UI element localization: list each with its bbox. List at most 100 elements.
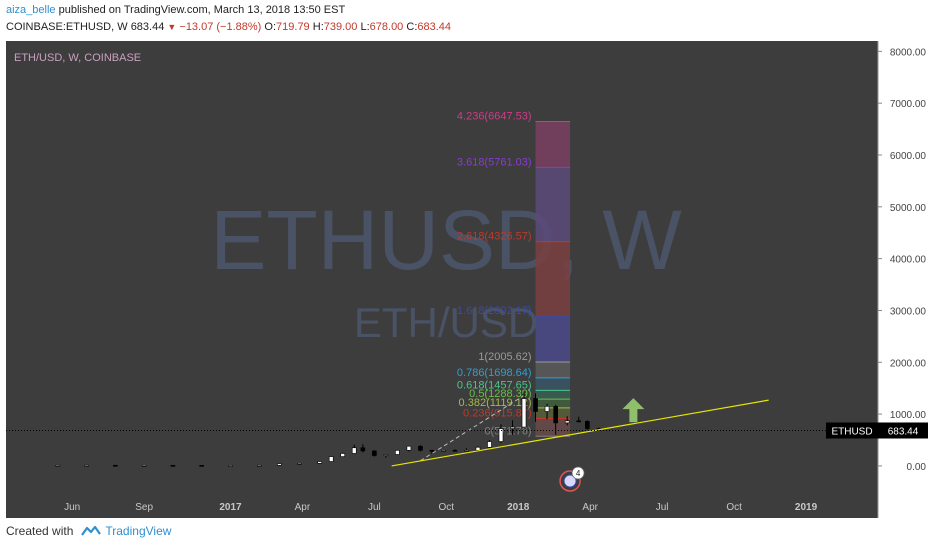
symbol-name: COINBASE:ETHUSD, W xyxy=(6,21,128,33)
x-tick-label: Jun xyxy=(64,502,80,513)
candle-body xyxy=(340,453,346,457)
tradingview-brand[interactable]: TradingView xyxy=(105,524,172,538)
plot-background xyxy=(6,41,878,497)
candle-body xyxy=(576,420,581,423)
tradingview-logo-icon[interactable] xyxy=(81,525,102,537)
fib-level-label: 1(2005.62) xyxy=(478,351,531,363)
close-label: C: xyxy=(406,21,418,33)
created-with-text: Created with xyxy=(6,524,74,538)
candle-body xyxy=(228,465,233,467)
candle-body xyxy=(441,450,446,452)
fib-zone xyxy=(535,418,571,437)
candle-body xyxy=(533,398,538,412)
price-chart[interactable]: ETHUSD, W ETH/USD ETH/USD, W, COINBASE 0(57… xyxy=(6,41,930,518)
event-badge-icon xyxy=(559,470,581,492)
fib-zone xyxy=(535,167,571,242)
y-tick-label: 5000.00 xyxy=(890,203,927,214)
candle-body xyxy=(429,450,435,452)
fib-level-label: 0.236(915.87) xyxy=(463,407,532,419)
candle-body xyxy=(521,398,527,428)
x-tick-label: 2018 xyxy=(507,502,530,513)
fib-zone xyxy=(535,377,571,391)
last-price: 683.44 xyxy=(130,21,165,33)
watermark-sub: ETH/USD xyxy=(354,299,538,346)
candle-body xyxy=(395,450,400,455)
up-arrow-icon xyxy=(622,398,645,423)
candle-body xyxy=(585,421,590,429)
fib-level-label: 0.786(1698.64) xyxy=(457,367,532,379)
fib-zone xyxy=(535,390,571,400)
watermark-main: ETHUSD, W xyxy=(210,193,681,287)
support-trendline xyxy=(391,399,769,467)
fib-level-label: 0.618(1457.65) xyxy=(457,379,532,391)
price-axis-background xyxy=(878,41,930,518)
candle-body xyxy=(199,465,204,467)
candle-body xyxy=(544,406,550,412)
candle-body xyxy=(170,465,176,467)
candle-body xyxy=(328,456,334,462)
y-tick-label: 1000.00 xyxy=(890,410,927,421)
close-value: 683.44 xyxy=(417,21,452,33)
candle-body xyxy=(452,450,458,452)
chart-title: ETH/USD, W, COINBASE xyxy=(14,52,141,64)
y-tick-label: 7000.00 xyxy=(890,99,927,110)
x-tick-label: Jul xyxy=(656,502,669,513)
price-tag-value-bg xyxy=(878,422,928,439)
x-tick-label: Jul xyxy=(368,502,381,513)
candle-body xyxy=(487,441,492,448)
fib-zone xyxy=(535,316,571,362)
x-tick-label: Apr xyxy=(295,502,311,513)
chart-svg[interactable]: ETHUSD, W ETH/USD ETH/USD, W, COINBASE 0(57… xyxy=(6,41,930,518)
down-triangle-icon: ▼ xyxy=(167,22,177,32)
x-tick-label: Oct xyxy=(726,502,742,513)
candle-body xyxy=(141,464,147,467)
y-tick-label: 4000.00 xyxy=(890,255,927,266)
candle-body xyxy=(564,420,570,424)
symbol-line: COINBASE:ETHUSD, W 683.44 ▼ −13.07 (−1.8… xyxy=(6,21,451,33)
high-label: H: xyxy=(312,21,324,33)
fib-zone xyxy=(535,361,571,378)
candle-body xyxy=(256,464,262,467)
us-flag-icon xyxy=(563,474,577,488)
candle-body xyxy=(498,428,504,442)
open-label: O: xyxy=(264,21,277,33)
candle-body xyxy=(510,426,515,429)
x-tick-label: Apr xyxy=(582,502,598,513)
author-link[interactable]: aiza_belle xyxy=(6,4,56,16)
x-tick-label: 2017 xyxy=(219,502,242,513)
candle-body xyxy=(553,406,558,424)
candle-body xyxy=(113,464,118,467)
time-axis-background xyxy=(6,497,878,518)
candle-body xyxy=(372,450,377,456)
high-value: 739.00 xyxy=(323,21,358,33)
candle-body xyxy=(383,454,389,456)
fib-level-label: 3.618(5761.03) xyxy=(457,156,532,168)
price-change: −13.07 (−1.88%) xyxy=(179,21,262,33)
fib-zone xyxy=(535,241,571,317)
footer: Created with TradingView xyxy=(6,524,171,538)
fib-level-label: 4.236(6647.53) xyxy=(457,110,532,122)
fib-zone xyxy=(535,407,571,419)
candle-body xyxy=(55,464,61,467)
fib-zone xyxy=(535,399,571,408)
candle-body xyxy=(418,445,423,451)
y-tick-label: 8000.00 xyxy=(890,47,927,58)
candle-body xyxy=(84,464,89,467)
x-tick-label: 2019 xyxy=(795,502,818,513)
candle-body xyxy=(277,463,282,466)
candle-body xyxy=(360,447,366,452)
candle-body xyxy=(475,446,481,451)
fib-level-label: 0(571.76) xyxy=(484,425,531,437)
price-tag-name: ETHUSD xyxy=(831,426,872,437)
x-tick-label: Oct xyxy=(439,502,455,513)
event-count: 4 xyxy=(576,469,581,478)
candle-body xyxy=(406,445,412,451)
y-tick-label: 2000.00 xyxy=(890,358,927,369)
candle-body xyxy=(317,461,322,464)
y-tick-label: 0.00 xyxy=(907,462,927,473)
candle-body xyxy=(351,447,357,454)
x-tick-label: Sep xyxy=(135,502,153,513)
open-value: 719.79 xyxy=(276,21,310,33)
fib-zone xyxy=(535,121,571,168)
fib-level-label: 2.618(4326.57) xyxy=(457,231,532,243)
